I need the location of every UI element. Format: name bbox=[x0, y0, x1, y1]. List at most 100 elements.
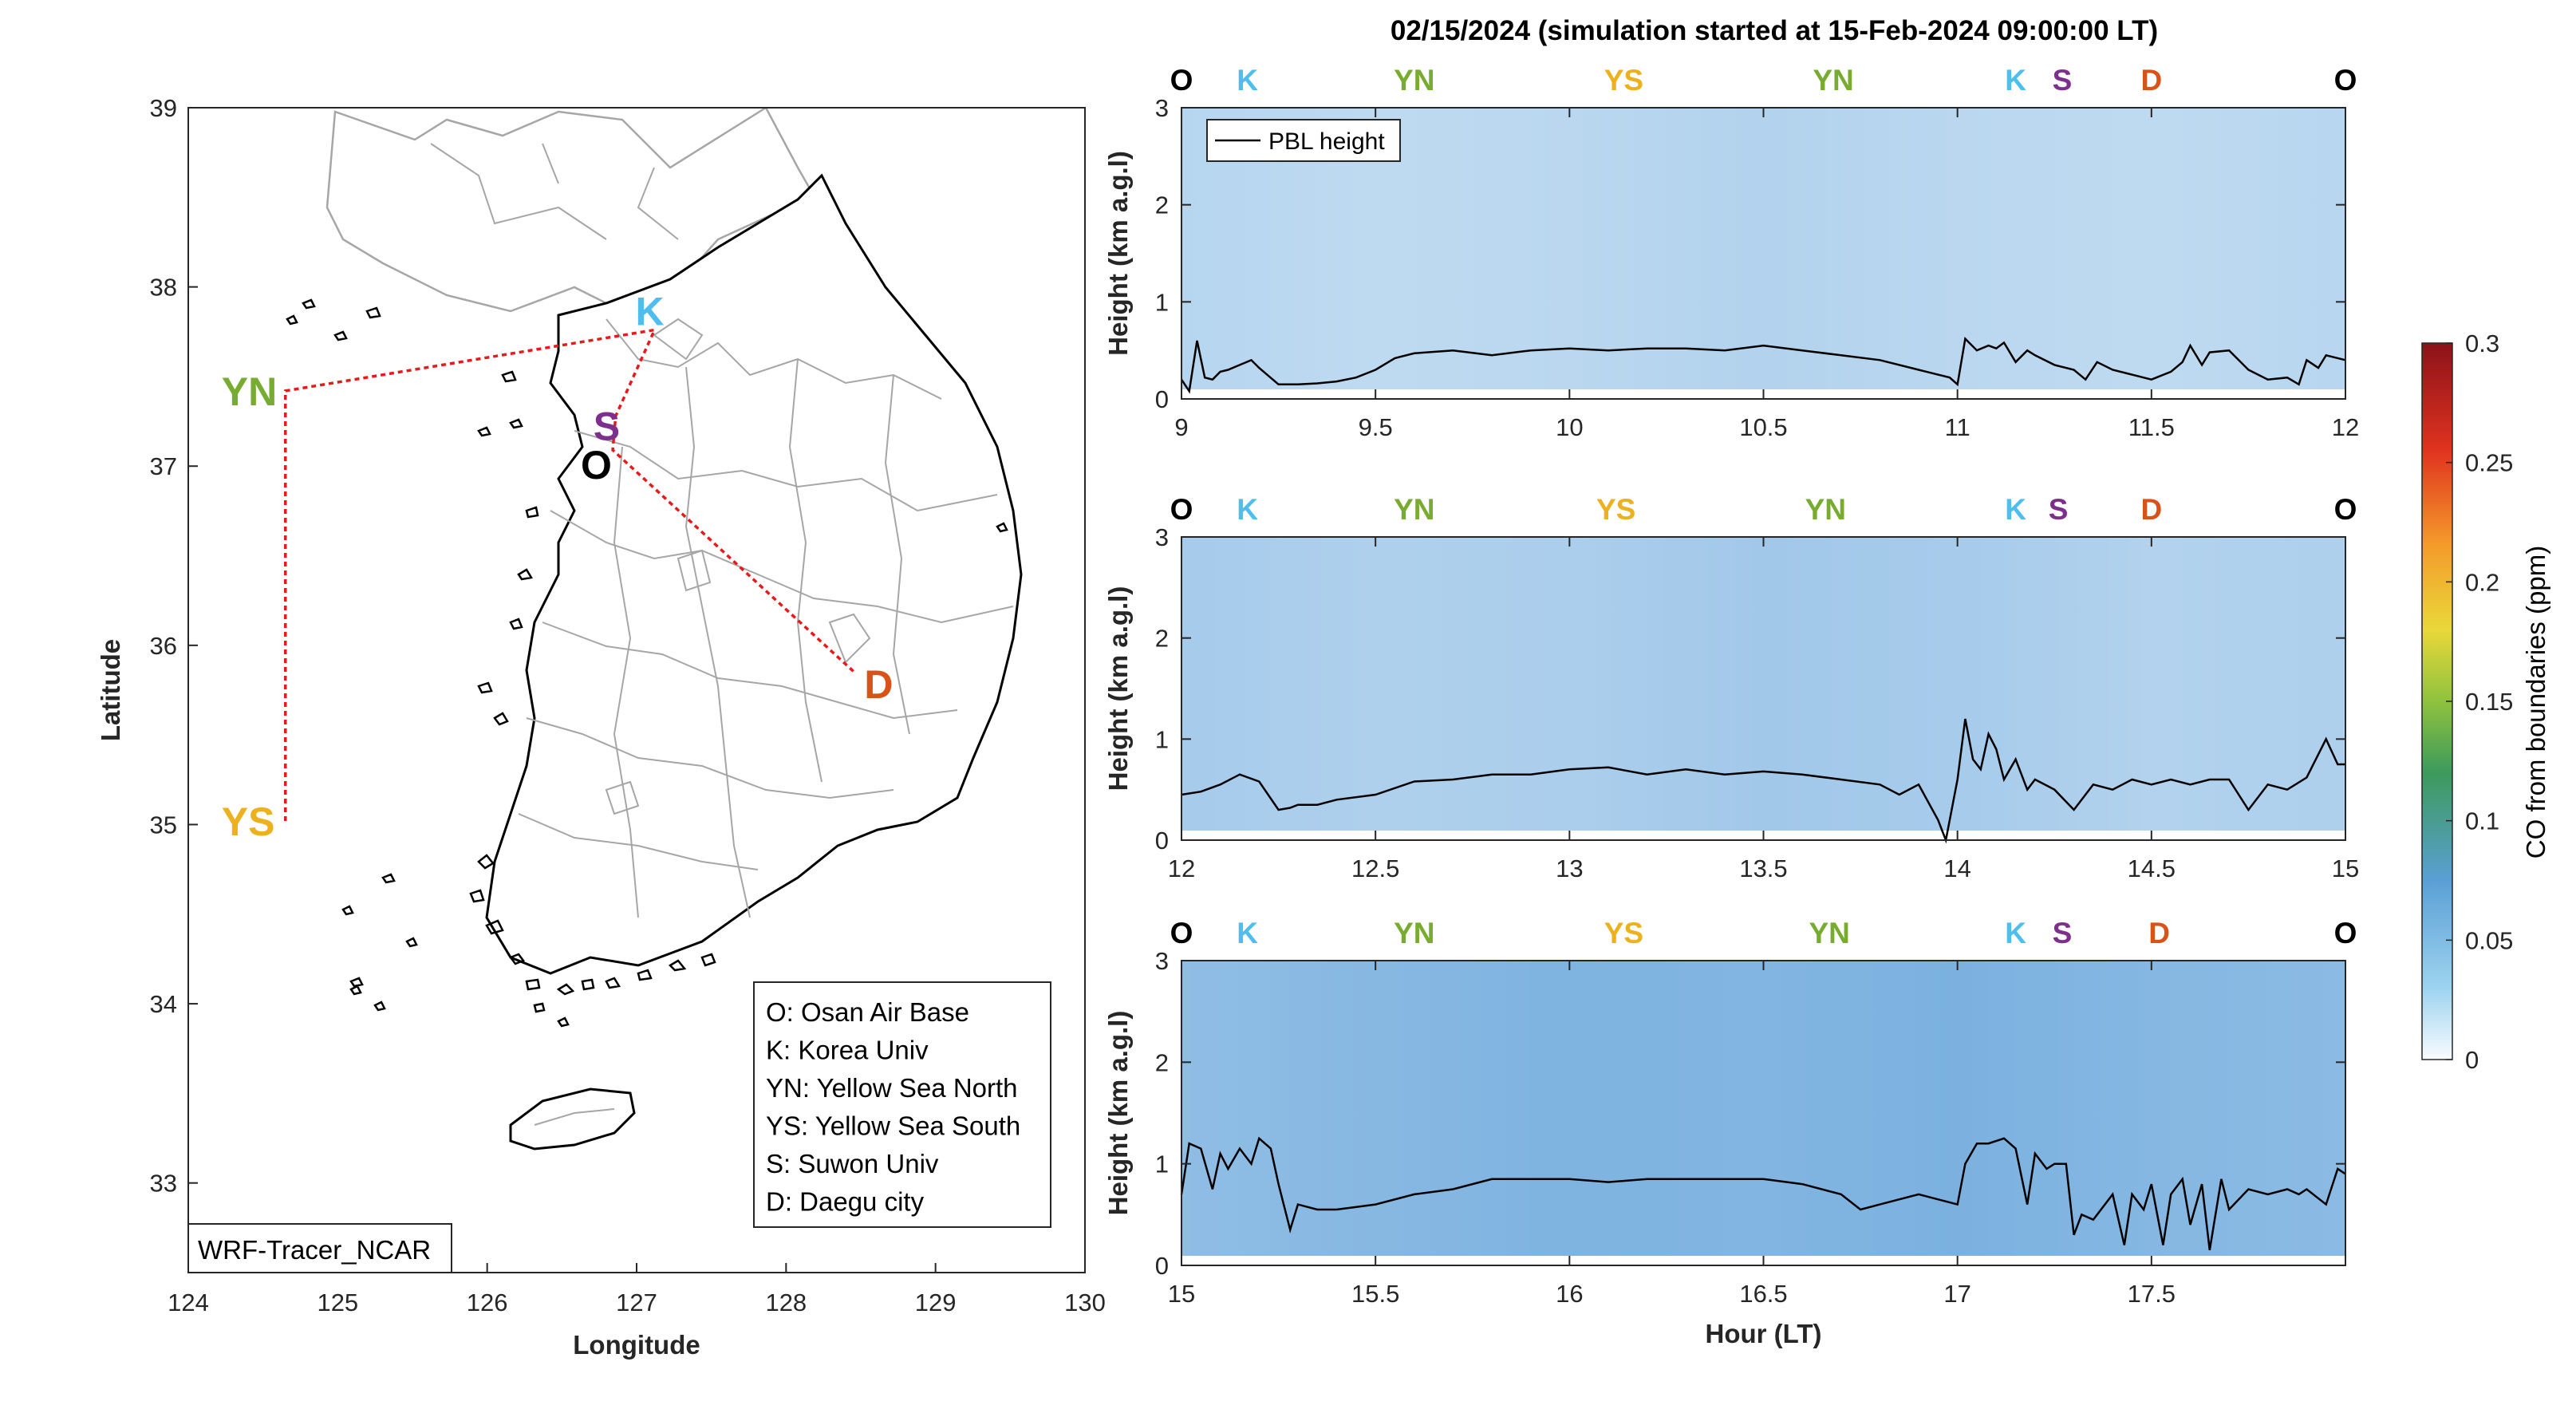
site-marker-d: D bbox=[2140, 493, 2162, 526]
model-label-box bbox=[187, 1223, 452, 1273]
xtick-label: 14 bbox=[1943, 855, 1970, 882]
site-marker-ys: YS bbox=[1604, 64, 1643, 97]
xtick-label: 10.5 bbox=[1739, 413, 1787, 441]
map-xtick-label: 125 bbox=[317, 1289, 358, 1316]
site-marker-yn: YN bbox=[1805, 493, 1846, 526]
site-marker-k: K bbox=[2005, 493, 2026, 526]
site-marker-o: O bbox=[1170, 917, 1193, 949]
xtick-label: 12 bbox=[1168, 855, 1195, 882]
xtick-label: 9 bbox=[1174, 413, 1188, 441]
site-marker-yn: YN bbox=[1813, 64, 1853, 97]
ytick-label: 2 bbox=[1155, 1048, 1169, 1076]
xtick-label: 13 bbox=[1556, 855, 1583, 882]
map-ytick-label: 33 bbox=[150, 1170, 177, 1198]
coastal-islands bbox=[286, 298, 1008, 1028]
xtick-label: 13.5 bbox=[1739, 855, 1787, 882]
ytick-label: 3 bbox=[1155, 523, 1169, 551]
site-marker-yn: YN bbox=[1394, 64, 1434, 97]
xtick-label: 14.5 bbox=[2128, 855, 2176, 882]
xtick-label: 16.5 bbox=[1739, 1280, 1787, 1308]
xtick-label: 15 bbox=[2332, 855, 2359, 882]
site-marker-k: K bbox=[1237, 917, 1258, 949]
co-curtain bbox=[1181, 961, 2345, 1256]
ytick-label: 1 bbox=[1155, 1151, 1169, 1178]
co-curtain bbox=[1181, 537, 2345, 831]
map-ytick-label: 39 bbox=[150, 94, 177, 122]
flight-track bbox=[284, 328, 858, 821]
colorbar-tick-label: 0.2 bbox=[2465, 568, 2499, 596]
map-site-label-s: S bbox=[594, 404, 620, 448]
site-marker-k: K bbox=[1237, 493, 1258, 526]
site-marker-o: O bbox=[2334, 64, 2357, 97]
map-site-label-d: D bbox=[864, 662, 893, 707]
site-marker-yn: YN bbox=[1394, 493, 1434, 526]
jeju-boundary bbox=[534, 1108, 615, 1126]
xtick-label: 12.5 bbox=[1351, 855, 1399, 882]
ylabel: Height (km a.g.l) bbox=[1103, 151, 1133, 356]
colorbar-ticks: 0 0.05 0.1 0.15 0.2 0.25 0.3 bbox=[2446, 330, 2513, 1074]
ytick-label: 0 bbox=[1155, 1252, 1169, 1280]
site-marker-o: O bbox=[1170, 64, 1193, 97]
district-boundaries bbox=[518, 318, 1014, 918]
xtick-label: 9.5 bbox=[1359, 413, 1393, 441]
pbl-height-line bbox=[1180, 337, 2346, 394]
site-marker-ys: YS bbox=[1604, 917, 1643, 949]
map-site-label-yn: YN bbox=[222, 369, 277, 414]
map-legend-entry: O: Osan Air Base bbox=[766, 997, 969, 1027]
site-marker-d: D bbox=[2148, 917, 2170, 949]
xtick-label: 11 bbox=[1945, 413, 1970, 441]
map-ytick-label: 38 bbox=[150, 274, 177, 302]
ytick-label: 1 bbox=[1155, 725, 1169, 753]
map-legend-entry: S: Suwon Univ bbox=[766, 1149, 939, 1178]
map-site-labels: YN YS K SO D bbox=[222, 290, 894, 844]
jeju-island bbox=[509, 1087, 636, 1151]
site-marker-o: O bbox=[2334, 917, 2357, 949]
xtick-label: 10 bbox=[1556, 413, 1583, 441]
time-panel-3: 15 15.5 16 16.5 17 17.5 0 1 2 3 Height (km a.g.l) H… bbox=[1103, 917, 2357, 1348]
map-legend-entry: K: Korea Univ bbox=[766, 1036, 929, 1065]
map-ticks: 124 125 126 127 128 129 130 33 34 35 36 37 38 39 bbox=[150, 94, 1106, 1316]
city-boundaries bbox=[605, 318, 871, 815]
map-site-label-ys: YS bbox=[222, 799, 275, 844]
ytick-label: 2 bbox=[1155, 191, 1169, 219]
map-legend-box bbox=[753, 981, 1051, 1228]
model-label: WRF-Tracer_NCAR bbox=[198, 1235, 431, 1265]
xtick-label: 16 bbox=[1556, 1280, 1583, 1308]
ytick-label: 3 bbox=[1155, 94, 1169, 122]
xtick-label: 15 bbox=[1168, 1280, 1195, 1308]
xlabel: Hour (LT) bbox=[1705, 1319, 1821, 1348]
map-xtick-label: 128 bbox=[765, 1289, 807, 1316]
map-ytick-label: 37 bbox=[150, 452, 177, 480]
site-marker-yn: YN bbox=[1809, 917, 1849, 949]
map-panel: YN YS K SO D 124 125 126 127 128 129 130 33 34 35 36 37… bbox=[96, 94, 1106, 1360]
colorbar-tick-label: 0 bbox=[2465, 1046, 2479, 1074]
figure-title: 02/15/2024 (simulation started at 15-Feb… bbox=[1391, 15, 2158, 46]
ytick-label: 0 bbox=[1155, 827, 1169, 855]
colorbar-tick-label: 0.05 bbox=[2465, 926, 2513, 954]
colorbar-tick-label: 0.1 bbox=[2465, 807, 2499, 835]
map-ytick-label: 34 bbox=[150, 990, 177, 1018]
site-marker-k: K bbox=[2005, 64, 2026, 97]
map-ylabel: Latitude bbox=[96, 639, 125, 741]
colorbar-label: CO from boundaries (ppm) bbox=[2521, 546, 2550, 858]
xtick-label: 12 bbox=[2332, 413, 2359, 441]
site-marker-o: O bbox=[2334, 493, 2357, 526]
ytick-label: 3 bbox=[1155, 947, 1169, 975]
site-marker-yn: YN bbox=[1394, 917, 1434, 949]
map-xtick-label: 127 bbox=[616, 1289, 657, 1316]
map-legend-entry: YS: Yellow Sea South bbox=[766, 1111, 1020, 1141]
map-xtick-label: 130 bbox=[1064, 1289, 1106, 1316]
map-xtick-label: 129 bbox=[915, 1289, 957, 1316]
ytick-label: 1 bbox=[1155, 288, 1169, 316]
map-legend-entry: YN: Yellow Sea North bbox=[766, 1073, 1018, 1103]
colorbar: 0 0.05 0.1 0.15 0.2 0.25 0.3 CO from boundarie… bbox=[2421, 330, 2550, 1074]
colorbar-tick-label: 0.15 bbox=[2465, 688, 2513, 716]
site-marker-s: S bbox=[2049, 493, 2069, 526]
map-xtick-label: 126 bbox=[467, 1289, 508, 1316]
pbl-legend-label: PBL height bbox=[1268, 128, 1385, 155]
ylabel: Height (km a.g.l) bbox=[1103, 1011, 1133, 1216]
